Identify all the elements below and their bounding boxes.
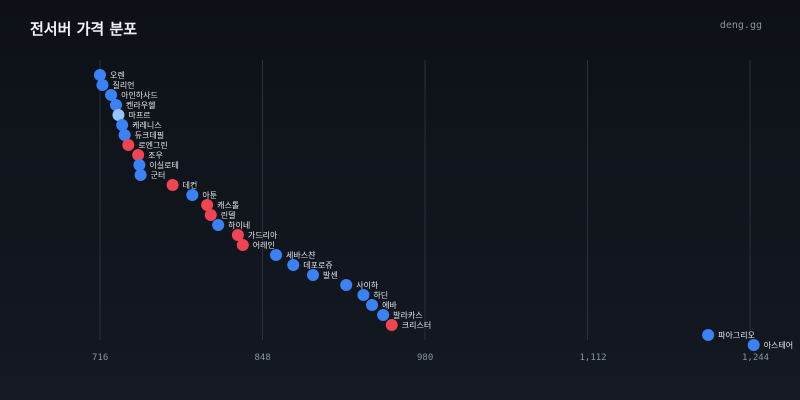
x-tick-label: 980 xyxy=(417,353,433,363)
x-tick-label: 848 xyxy=(255,353,271,363)
data-point[interactable]: 아인하사드 xyxy=(105,89,158,101)
data-point-marker[interactable] xyxy=(112,109,125,121)
data-point[interactable]: 어레인 xyxy=(236,239,275,251)
data-point-marker[interactable] xyxy=(340,279,353,291)
x-tick-label: 716 xyxy=(92,353,108,363)
data-point[interactable]: 군터 xyxy=(134,169,166,181)
data-point-label: 오렌 xyxy=(110,70,125,80)
data-point-label: 군터 xyxy=(151,171,166,180)
data-point-marker[interactable] xyxy=(366,299,379,311)
data-point[interactable]: 하이네 xyxy=(212,219,250,231)
data-point-marker[interactable] xyxy=(287,259,300,271)
data-point-marker[interactable] xyxy=(702,329,715,341)
data-point-marker[interactable] xyxy=(166,179,179,191)
data-point-marker[interactable] xyxy=(236,239,249,251)
data-point-marker[interactable] xyxy=(385,319,398,331)
data-point-marker[interactable] xyxy=(201,199,214,211)
data-point-label: 파아그리오 xyxy=(718,330,755,340)
data-point-label: 이실로테 xyxy=(149,160,178,170)
data-point-marker[interactable] xyxy=(231,229,244,241)
data-point-label: 조우 xyxy=(148,151,163,160)
data-point-label: 데포로쥬 xyxy=(303,261,332,270)
data-point[interactable]: 케레니스 xyxy=(116,119,162,131)
data-point-label: 데컨 xyxy=(183,180,198,190)
data-point-marker[interactable] xyxy=(122,139,135,151)
page-title: 전서버 가격 분포 xyxy=(30,20,138,38)
x-tick-labels: 716 848 980 1,112 1,244 xyxy=(92,353,769,363)
data-point-label: 아스테어 xyxy=(764,340,793,350)
data-point-label: 에바 xyxy=(382,300,397,310)
data-point-label: 캐스톨 xyxy=(217,201,239,210)
data-point[interactable]: 이실로테 xyxy=(133,159,179,171)
data-point-marker[interactable] xyxy=(132,149,145,161)
data-point[interactable]: 로엔그린 xyxy=(122,139,168,151)
data-point[interactable]: 아스테어 xyxy=(747,339,793,351)
data-point-label: 크리스터 xyxy=(402,321,431,330)
data-point-label: 린델 xyxy=(221,210,236,220)
data-point-label: 가드리아 xyxy=(248,230,278,240)
data-point-marker[interactable] xyxy=(118,129,131,141)
data-point-label: 발라카스 xyxy=(393,310,422,320)
x-tick-label: 1,244 xyxy=(742,353,769,363)
data-point-marker[interactable] xyxy=(96,79,109,91)
data-point[interactable]: 아툰 xyxy=(186,189,217,201)
data-point-marker[interactable] xyxy=(94,69,106,81)
data-point[interactable]: 조우 xyxy=(132,149,163,161)
data-points: 오렌질리언아인하사드켄라우헬마프르케레니스듀크데필로엔그린조우이실로테군터데컨아… xyxy=(94,69,793,351)
data-point-label: 켄라우헬 xyxy=(126,100,155,110)
data-point[interactable]: 오렌 xyxy=(94,69,125,81)
data-point-label: 아툰 xyxy=(202,190,217,200)
data-point-label: 마프르 xyxy=(128,111,150,120)
data-point[interactable]: 크리스터 xyxy=(385,319,431,331)
brand-logo[interactable]: deng.gg xyxy=(719,20,762,31)
data-point-label: 아인하사드 xyxy=(121,90,158,100)
data-point[interactable]: 듀크데필 xyxy=(118,129,164,141)
data-point-marker[interactable] xyxy=(212,219,225,231)
data-point-marker[interactable] xyxy=(204,209,217,221)
data-point[interactable]: 하딘 xyxy=(357,289,388,301)
data-point[interactable]: 켄라우헬 xyxy=(110,99,155,111)
data-point[interactable]: 데포로쥬 xyxy=(287,259,333,271)
data-point-marker[interactable] xyxy=(357,289,370,301)
data-point[interactable]: 질리언 xyxy=(96,79,135,91)
data-point-marker[interactable] xyxy=(110,99,123,111)
data-point-marker[interactable] xyxy=(377,309,390,321)
data-point[interactable]: 파아그리오 xyxy=(702,329,755,341)
data-point-label: 하이네 xyxy=(228,220,250,230)
data-point-marker[interactable] xyxy=(105,89,118,101)
data-point-marker[interactable] xyxy=(116,119,129,131)
data-point[interactable]: 발라카스 xyxy=(377,309,423,321)
data-point-label: 어레인 xyxy=(253,240,275,250)
data-point-marker[interactable] xyxy=(134,169,147,181)
data-point-label: 질리언 xyxy=(112,80,134,90)
data-point-marker[interactable] xyxy=(186,189,199,201)
data-point-marker[interactable] xyxy=(133,159,146,171)
data-point-label: 하딘 xyxy=(373,290,388,300)
data-point[interactable]: 세바스챤 xyxy=(270,249,316,261)
data-point[interactable]: 에바 xyxy=(366,299,397,311)
data-point-marker[interactable] xyxy=(306,269,319,281)
data-point[interactable]: 발센 xyxy=(306,269,338,281)
data-point-marker[interactable] xyxy=(270,249,283,261)
data-point-label: 로엔그린 xyxy=(138,140,167,150)
x-tick-label: 1,112 xyxy=(580,353,607,363)
data-point[interactable]: 캐스톨 xyxy=(201,199,239,211)
data-point[interactable]: 가드리아 xyxy=(231,229,278,241)
data-point-label: 발센 xyxy=(323,270,338,280)
data-point-label: 세바스챤 xyxy=(286,250,316,260)
data-point-label: 케레니스 xyxy=(132,120,161,130)
data-point[interactable]: 마프르 xyxy=(112,109,151,121)
data-point[interactable]: 사이하 xyxy=(340,279,379,291)
grid-lines xyxy=(99,60,751,340)
data-point[interactable]: 데컨 xyxy=(166,179,198,191)
data-point-marker[interactable] xyxy=(747,339,760,351)
data-point[interactable]: 린델 xyxy=(204,209,236,221)
data-point-label: 듀크데필 xyxy=(135,130,164,140)
data-point-label: 사이하 xyxy=(356,280,379,290)
